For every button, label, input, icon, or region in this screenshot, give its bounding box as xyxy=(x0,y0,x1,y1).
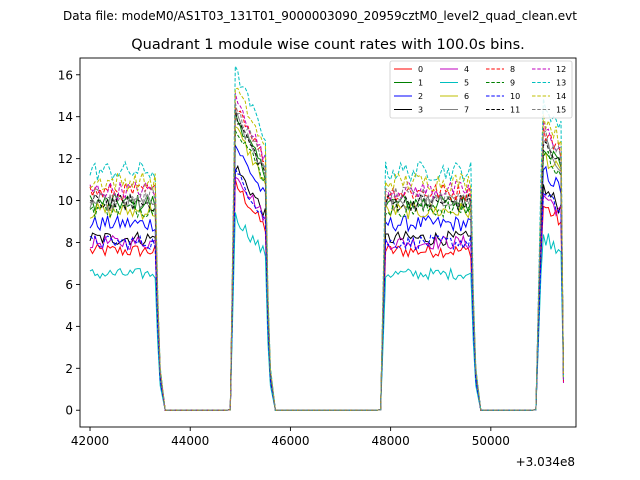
series-line-12 xyxy=(89,92,564,411)
x-tick-label: 50000 xyxy=(472,434,510,448)
legend-label: 12 xyxy=(556,65,566,74)
series-line-5 xyxy=(89,212,564,411)
chart-title: Quadrant 1 module wise count rates with … xyxy=(131,37,525,53)
y-tick-label: 2 xyxy=(65,362,73,376)
y-tick-label: 6 xyxy=(65,278,73,292)
legend-label: 6 xyxy=(464,92,469,101)
legend-label: 8 xyxy=(510,65,515,74)
series-line-8 xyxy=(89,106,564,411)
series-line-1 xyxy=(89,111,564,411)
x-axis-offset-label: +3.034e8 xyxy=(516,455,575,469)
legend-label: 11 xyxy=(510,106,520,115)
legend-label: 10 xyxy=(510,92,520,101)
y-tick-label: 16 xyxy=(58,68,73,82)
series-line-11 xyxy=(89,109,564,411)
y-tick-label: 4 xyxy=(65,320,73,334)
chart-suptitle: Data file: modeM0/AS1T03_131T01_90000030… xyxy=(63,9,577,23)
y-tick-label: 12 xyxy=(58,152,73,166)
legend-label: 1 xyxy=(418,79,423,88)
series-line-7 xyxy=(89,110,564,411)
y-tick-label: 10 xyxy=(58,194,73,208)
x-tick-label: 48000 xyxy=(372,434,410,448)
series-line-15 xyxy=(89,102,564,411)
y-tick-label: 14 xyxy=(58,110,73,124)
x-tick-label: 46000 xyxy=(271,434,309,448)
series-line-13 xyxy=(89,65,564,411)
legend-label: 5 xyxy=(464,79,469,88)
legend-label: 2 xyxy=(418,92,423,101)
legend-label: 15 xyxy=(556,106,566,115)
legend-label: 13 xyxy=(556,79,566,88)
legend-label: 9 xyxy=(510,79,515,88)
series-line-6 xyxy=(89,125,564,411)
legend-label: 7 xyxy=(464,106,469,115)
legend-label: 14 xyxy=(556,92,566,101)
legend-label: 4 xyxy=(464,65,469,74)
y-tick-label: 8 xyxy=(65,236,73,250)
series-line-9 xyxy=(89,128,564,411)
y-tick-label: 0 xyxy=(65,404,73,418)
legend-label: 0 xyxy=(418,65,423,74)
legend-box xyxy=(389,60,573,119)
x-tick-label: 42000 xyxy=(71,434,109,448)
y-axis: 0 2 4 6 8 10 12 14 16 xyxy=(58,68,80,418)
series-line-10 xyxy=(89,168,564,411)
x-tick-label: 44000 xyxy=(171,434,209,448)
legend-label: 3 xyxy=(418,106,423,115)
x-axis: 42000 44000 46000 48000 50000 xyxy=(71,427,510,448)
series-line-14 xyxy=(89,87,564,411)
